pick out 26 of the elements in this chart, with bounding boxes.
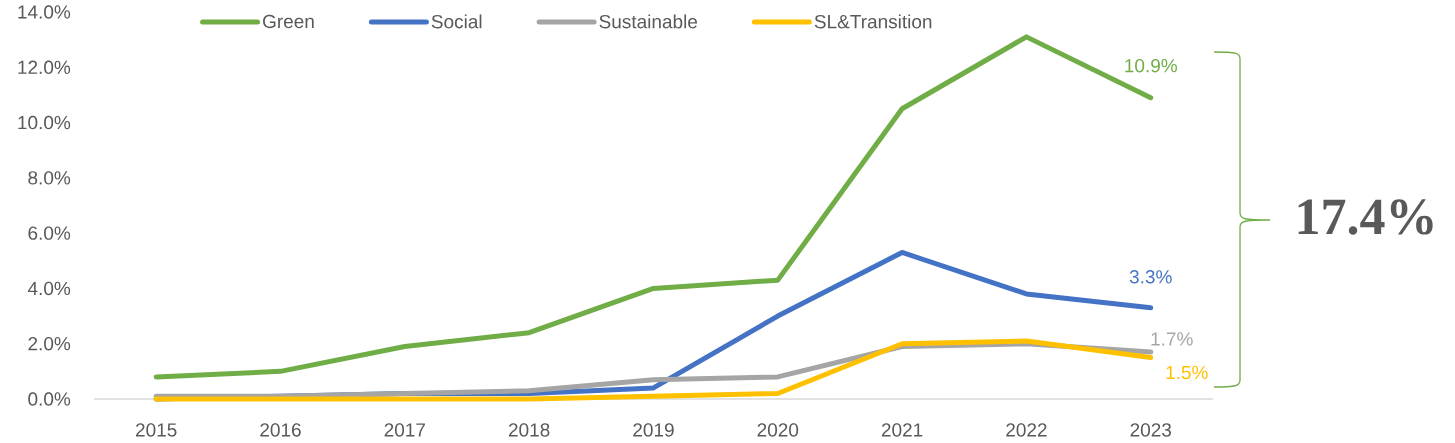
legend-label: SL&Transition: [814, 14, 932, 29]
x-tick-label: 2023: [1130, 423, 1172, 437]
y-tick-label: 14.0%: [18, 5, 71, 19]
x-tick-label: 2020: [757, 423, 799, 437]
legend-label: Social: [431, 14, 482, 29]
x-tick-label: 2016: [260, 423, 301, 437]
legend-label: Green: [263, 14, 314, 29]
data-label: 1.7%: [1151, 332, 1193, 346]
x-tick-label: 2021: [881, 423, 923, 437]
x-tick-label: 2019: [633, 423, 674, 437]
y-tick-label: 4.0%: [27, 281, 71, 296]
y-tick-label: 8.0%: [28, 171, 71, 185]
x-tick-label: 2015: [135, 423, 177, 437]
x-tick-label: 2022: [1006, 423, 1047, 437]
text: 17.4%: [1298, 199, 1433, 235]
data-label: 10.9%: [1125, 58, 1177, 73]
y-tick-label: 12.0%: [18, 60, 71, 75]
x-tick-label: 2017: [384, 423, 425, 437]
y-tick-label: 2.0%: [28, 336, 71, 351]
y-tick-label: 6.0%: [28, 226, 71, 240]
data-label: 1.5%: [1166, 365, 1208, 380]
y-tick-label: 0.0%: [28, 392, 71, 406]
x-tick-label: 2018: [508, 423, 550, 437]
legend-label: Sustainable: [599, 14, 698, 29]
y-tick-label: 10.0%: [18, 115, 71, 130]
data-label: 3.3%: [1129, 270, 1172, 284]
